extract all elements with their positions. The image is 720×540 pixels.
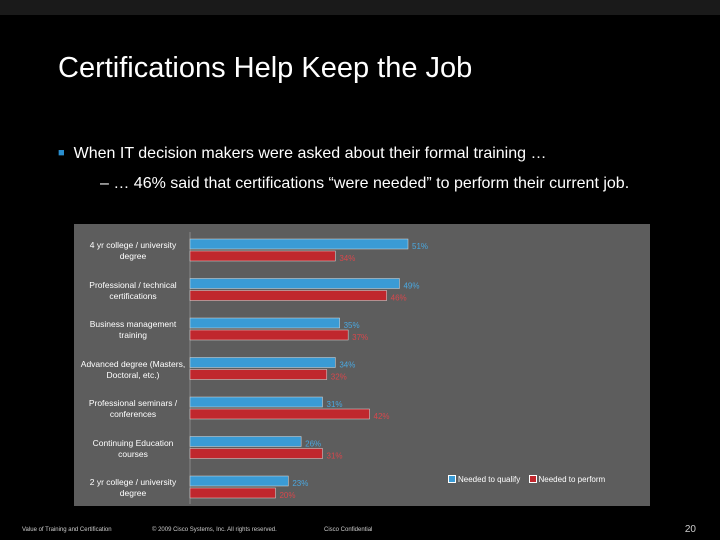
footer-title: Value of Training and Certification: [22, 527, 112, 533]
bullet-text: When IT decision makers were asked about…: [73, 145, 547, 162]
data-label: 31%: [327, 400, 343, 409]
data-label: 32%: [331, 373, 347, 382]
legend-item-qualify: Needed to qualify: [448, 475, 520, 484]
bar-qualify: [189, 317, 340, 329]
bar-qualify: [189, 238, 409, 250]
top-bar: [0, 0, 720, 15]
legend-item-perform: Needed to perform: [528, 475, 606, 484]
bar-perform: [189, 290, 387, 301]
data-label: 37%: [352, 333, 368, 342]
bar-qualify: [189, 357, 336, 368]
category-label: Advanced degree (Masters, Doctoral, etc.…: [80, 358, 186, 380]
bar-qualify: [189, 436, 302, 447]
bar-perform: [189, 408, 370, 420]
category-label: Professional / technical certifications: [89, 279, 177, 301]
sub-bullet-text: – … 46% said that certifications “were n…: [100, 175, 630, 192]
legend-label-qualify: Needed to qualify: [458, 475, 521, 484]
data-label: 31%: [327, 452, 343, 461]
footer-copyright: © 2009 Cisco Systems, Inc. All rights re…: [152, 527, 277, 533]
chart-svg: 51% 34% 49% 46% 35% 37% 34% 32% 31% 42% 26% 31% 23% 2…: [189, 232, 428, 504]
category-label: 2 yr college / university degree: [89, 477, 177, 498]
square-bullet-icon: ■: [58, 147, 65, 159]
bar-qualify: [189, 396, 323, 408]
page-number: 20: [684, 524, 696, 535]
data-label: 20%: [279, 491, 295, 500]
bar-chart: 51% 34% 49% 46% 35% 37% 34% 32% 31% 42% 26% 31% 23% 2…: [74, 224, 650, 506]
data-label: 51%: [412, 242, 428, 251]
legend-swatch-qualify: [448, 475, 456, 483]
data-label: 42%: [374, 412, 390, 421]
bullet-point: ■ When IT decision makers were asked abou…: [58, 145, 546, 163]
bar-perform: [189, 329, 349, 341]
bar-perform: [189, 448, 323, 459]
bar-perform: [189, 250, 336, 262]
category-label: Professional seminars / conferences: [88, 398, 178, 419]
footer-confidential: Cisco Confidential: [324, 527, 373, 533]
data-label: 46%: [391, 294, 407, 303]
bar-perform: [189, 369, 328, 380]
data-label: 35%: [344, 321, 360, 330]
legend-swatch-perform: [528, 475, 537, 483]
category-label: Continuing Education courses: [92, 437, 174, 459]
bar-qualify: [189, 475, 289, 487]
data-label: 49%: [403, 282, 419, 291]
bar-perform: [189, 487, 276, 499]
legend-label-perform: Needed to perform: [538, 475, 606, 484]
slide-title: Certifications Help Keep the Job: [58, 52, 473, 84]
data-label: 23%: [292, 479, 308, 488]
data-label: 26%: [305, 440, 321, 449]
data-label: 34%: [339, 361, 355, 370]
data-label: 34%: [339, 254, 355, 263]
category-label: Business management training: [89, 319, 177, 340]
category-label: 4 yr college / university degree: [89, 240, 177, 261]
bar-qualify: [189, 278, 400, 289]
chart-legend: Needed to qualify Needed to perform: [448, 475, 611, 484]
